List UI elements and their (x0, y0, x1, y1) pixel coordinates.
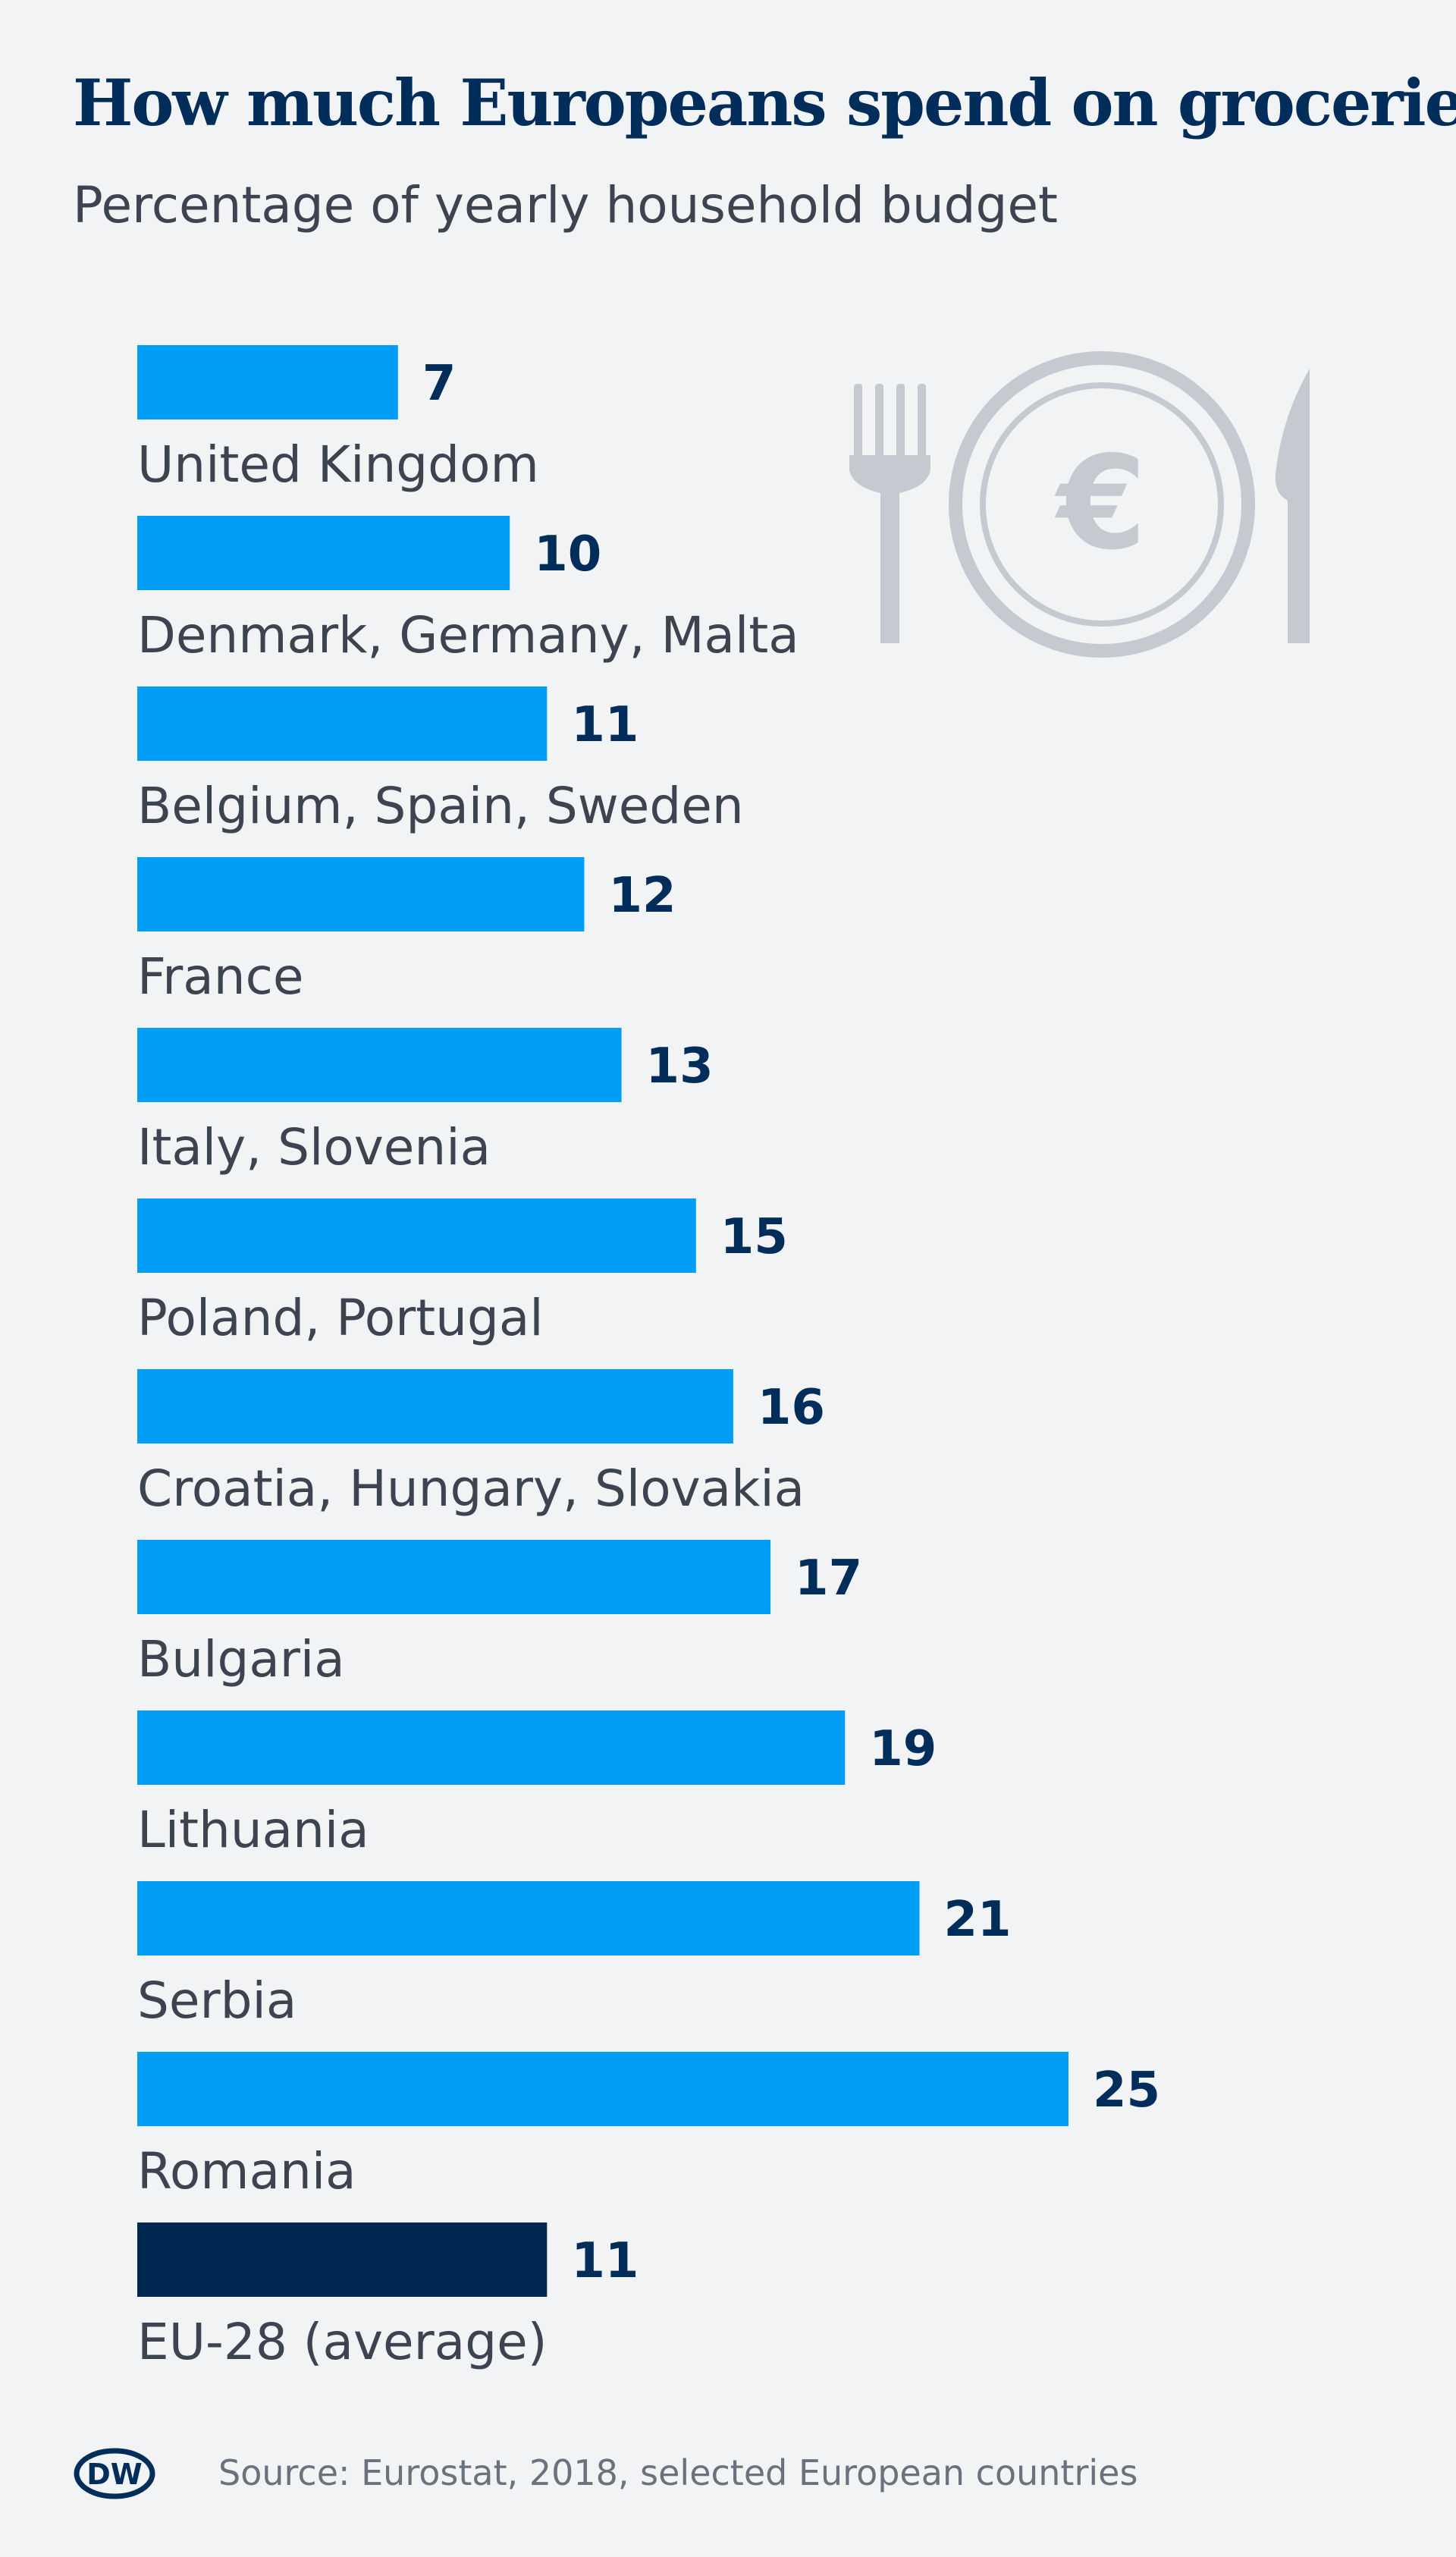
bar-value-label: 21 (944, 1892, 1012, 1948)
bar-value-label: 11 (571, 697, 639, 753)
bar-2 (137, 686, 548, 761)
bar-3 (137, 857, 585, 931)
bar-value-label: 19 (869, 1721, 937, 1777)
category-label: Italy, Slovenia (137, 1118, 491, 1176)
category-label: Belgium, Spain, Sweden (137, 777, 744, 835)
bar-value-label: 11 (571, 2233, 639, 2289)
chart-subtitle: Percentage of yearly household budget (73, 176, 1058, 234)
dw-logo: DW (74, 2448, 155, 2499)
bar-value-label: 7 (422, 356, 457, 412)
bar-9 (137, 1881, 920, 1955)
bar-value-label: 10 (534, 526, 601, 583)
category-label: Romania (137, 2142, 356, 2200)
svg-text:€: € (1054, 429, 1147, 579)
category-label: EU-28 (average) (137, 2313, 547, 2371)
bar-value-label: 17 (795, 1550, 862, 1607)
bar-6 (137, 1369, 733, 1443)
svg-text:DW: DW (86, 2458, 142, 2491)
bar-8 (137, 1710, 846, 1785)
bar-0 (137, 345, 398, 419)
category-label: France (137, 947, 303, 1006)
bar-value-label: 12 (608, 868, 676, 924)
category-label: United Kingdom (137, 435, 539, 494)
chart-title: How much Europeans spend on groceries (73, 65, 1456, 140)
bar-value-label: 13 (646, 1038, 714, 1095)
bar-10 (137, 2052, 1068, 2126)
category-label: Lithuania (137, 1801, 369, 1859)
bar-11 (137, 2222, 548, 2297)
category-label: Poland, Portugal (137, 1289, 544, 1347)
category-label: Croatia, Hungary, Slovakia (137, 1459, 805, 1518)
category-label: Bulgaria (137, 1630, 345, 1688)
fork-plate-euro-knife-icon: € (842, 349, 1327, 671)
bar-value-label: 15 (720, 1209, 788, 1265)
bar-7 (137, 1540, 771, 1614)
bar-value-label: 16 (758, 1380, 825, 1436)
source-note: Source: Eurostat, 2018, selected Europea… (218, 2452, 1138, 2493)
category-label: Serbia (137, 1971, 297, 2030)
bar-5 (137, 1198, 696, 1273)
category-label: Denmark, Germany, Malta (137, 606, 799, 664)
bar-1 (137, 516, 510, 590)
bar-4 (137, 1028, 622, 1102)
bar-value-label: 25 (1093, 2062, 1160, 2119)
